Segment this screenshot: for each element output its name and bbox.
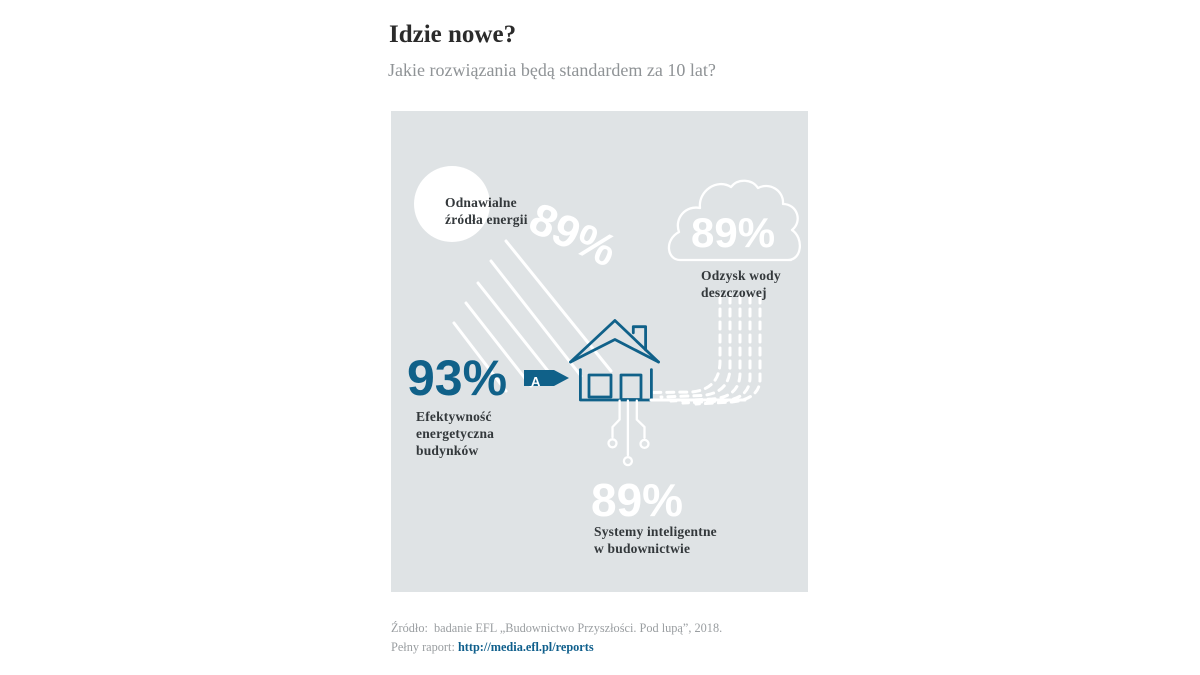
svg-text:A: A: [531, 374, 541, 389]
